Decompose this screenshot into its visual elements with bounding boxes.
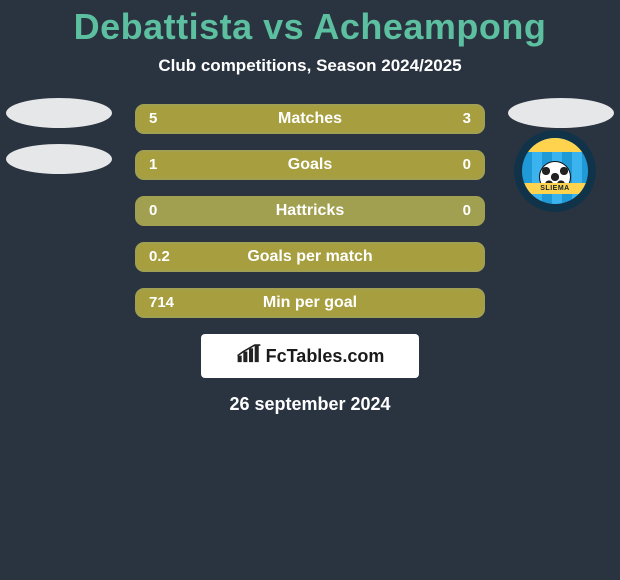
stat-fill-left: [137, 152, 483, 178]
badge-text: SLIEMA: [522, 183, 588, 194]
stat-fill-right: [353, 106, 483, 132]
player-marker-left: [6, 98, 112, 128]
stat-fill-left: [137, 244, 483, 270]
player-marker-right: [508, 98, 614, 128]
stat-row: SLIEMAGoals10: [0, 150, 620, 184]
brand-text: FcTables.com: [266, 346, 385, 367]
club-badge: SLIEMA: [514, 130, 596, 212]
comparison-widget: Debattista vs Acheampong Club competitio…: [0, 0, 620, 415]
page-subtitle: Club competitions, Season 2024/2025: [0, 56, 620, 76]
stat-value-right: 0: [463, 198, 471, 224]
stat-bar: Hattricks0 0: [135, 196, 485, 226]
date-line: 26 september 2024: [0, 394, 620, 415]
stat-bar: Goals per match0.2: [135, 242, 485, 272]
stat-bar: Matches53: [135, 104, 485, 134]
stat-rows: Matches53SLIEMAGoals10Hattricks00Goals p…: [0, 104, 620, 322]
stat-bar: Goals10: [135, 150, 485, 180]
chart-icon: [236, 343, 262, 370]
stat-row: Matches53: [0, 104, 620, 138]
player-marker-left: [6, 144, 112, 174]
stat-row: Goals per match0.2: [0, 242, 620, 276]
brand-box[interactable]: FcTables.com: [201, 334, 419, 378]
stat-fill-left: [137, 290, 483, 316]
stat-row: Min per goal714: [0, 288, 620, 322]
stat-value-left: 0: [149, 198, 157, 224]
stat-fill-left: [137, 106, 353, 132]
stat-label: Hattricks: [137, 198, 483, 224]
page-title: Debattista vs Acheampong: [0, 6, 620, 48]
stat-bar: Min per goal714: [135, 288, 485, 318]
